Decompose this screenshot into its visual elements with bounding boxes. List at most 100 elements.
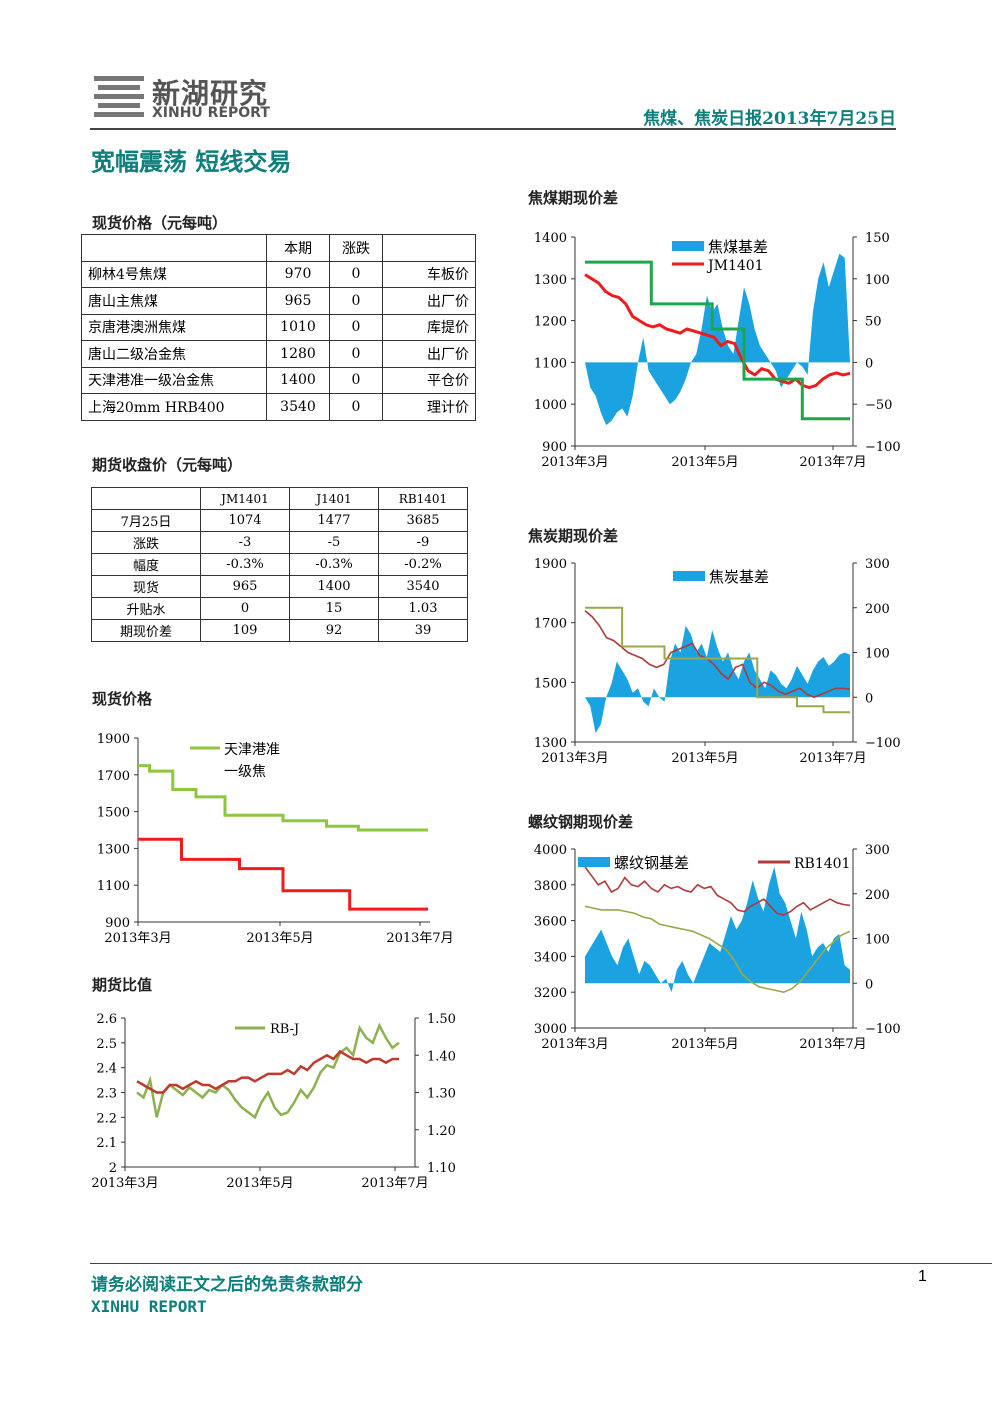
y-tick-label: 2.4 bbox=[96, 1062, 117, 1077]
x-tick-label: 2013年7月 bbox=[799, 455, 866, 470]
futures-ratio-section-title: 期货比值 bbox=[92, 976, 153, 994]
y-tick-label: 2.6 bbox=[96, 1012, 117, 1027]
y-tick-label: 2 bbox=[109, 1161, 117, 1176]
y-tick-label: 150 bbox=[865, 231, 890, 246]
table-row: 上海20mm HRB400 3540 0 理计价 bbox=[81, 393, 476, 421]
y-tick-label: 3600 bbox=[534, 915, 567, 930]
y-tick-label: 1300 bbox=[97, 842, 130, 857]
x-tick-label: 2013年3月 bbox=[541, 1037, 608, 1052]
series-line-1 bbox=[136, 1049, 399, 1094]
basis-area bbox=[585, 625, 850, 734]
series-line-2 bbox=[584, 905, 851, 994]
y-tick-label: 900 bbox=[105, 916, 130, 931]
series-line-2 bbox=[585, 606, 850, 714]
series-line-0 bbox=[136, 1022, 400, 1120]
footer-divider bbox=[90, 1263, 992, 1264]
legend-swatch bbox=[672, 241, 704, 251]
y-tick-label: 3000 bbox=[534, 1022, 567, 1037]
x-tick-label: 2013年5月 bbox=[671, 1037, 738, 1052]
j-basis-section-title: 焦炭期现价差 bbox=[528, 527, 619, 545]
y-tick-label: 1900 bbox=[534, 557, 567, 572]
series-line-1 bbox=[584, 866, 851, 917]
y-tick-label: 2.1 bbox=[96, 1136, 117, 1151]
legend-label: 一级焦 bbox=[224, 764, 266, 780]
y-tick-label: −50 bbox=[865, 398, 892, 413]
y-tick-label: 1200 bbox=[534, 315, 567, 330]
y-tick-label: 0 bbox=[865, 356, 873, 371]
y-tick-label: 1.50 bbox=[427, 1012, 456, 1027]
spot-price-table: 本期 涨跌 柳林4号焦煤 970 0 车板价 唐山主焦煤 965 0 出厂价 京唐港澳洲焦煤… bbox=[81, 234, 476, 421]
futures-ratio-chart: 2.62.52.42.32.22.121.501.401.301.201.102… bbox=[91, 1012, 456, 1191]
table-row: 期现价差 109 92 39 bbox=[91, 619, 468, 642]
table-row: 唐山主焦煤 965 0 出厂价 bbox=[81, 287, 476, 315]
y-tick-label: 300 bbox=[865, 557, 890, 572]
futures-table-title: 期货收盘价（元每吨） bbox=[92, 456, 243, 474]
table-row: 京唐港澳洲焦煤 1010 0 库提价 bbox=[81, 313, 476, 341]
y-tick-label: 200 bbox=[865, 888, 890, 903]
x-tick-label: 2013年7月 bbox=[386, 931, 453, 946]
legend-label: 焦煤基差 bbox=[708, 238, 768, 256]
y-tick-label: 0 bbox=[865, 691, 873, 706]
y-tick-label: 1.10 bbox=[427, 1161, 456, 1176]
y-tick-label: 2.3 bbox=[96, 1087, 117, 1102]
x-tick-label: 2013年5月 bbox=[671, 455, 738, 470]
j-basis-chart: 1900 1700 1500 1300 300 200 100 0 −100 2013年3月 201… bbox=[534, 557, 901, 766]
y-tick-label: 1300 bbox=[534, 736, 567, 751]
legend-label: 螺纹钢基差 bbox=[614, 854, 689, 872]
y-tick-label: 100 bbox=[865, 273, 890, 288]
table-row: 幅度 -0.3% -0.3% -0.2% bbox=[91, 553, 468, 576]
table-row: 涨跌 -3 -5 -9 bbox=[91, 531, 468, 554]
table-row: 唐山二级冶金焦 1280 0 出厂价 bbox=[81, 340, 476, 368]
footer-brand: XINHU REPORT bbox=[91, 1297, 207, 1316]
page-number: 1 bbox=[918, 1268, 927, 1285]
x-tick-label: 2013年7月 bbox=[361, 1176, 428, 1191]
y-tick-label: 1.30 bbox=[427, 1087, 456, 1102]
logo-en: XINHU REPORT bbox=[152, 105, 270, 121]
y-tick-label: 1700 bbox=[534, 617, 567, 632]
y-tick-label: 50 bbox=[865, 315, 882, 330]
series-line-2 bbox=[585, 260, 850, 421]
y-tick-label: 1700 bbox=[97, 769, 130, 784]
y-tick-label: 3800 bbox=[534, 879, 567, 894]
legend-label: 天津港准 bbox=[224, 742, 280, 758]
table-row: 天津港准一级冶金焦 1400 0 平仓价 bbox=[81, 366, 476, 394]
y-tick-label: 300 bbox=[865, 843, 890, 858]
y-tick-label: −100 bbox=[865, 1022, 901, 1037]
x-tick-label: 2013年7月 bbox=[799, 1037, 866, 1052]
legend-label: RB-J bbox=[270, 1022, 299, 1037]
rb-basis-section-title: 螺纹钢期现价差 bbox=[528, 813, 634, 831]
headline: 宽幅震荡 短线交易 bbox=[91, 147, 292, 176]
y-tick-label: 200 bbox=[865, 602, 890, 617]
footer-disclaimer: 请务必阅读正文之后的免责条款部分 bbox=[91, 1275, 363, 1295]
series-line-1 bbox=[138, 837, 428, 911]
spot-table-title: 现货价格（元每吨） bbox=[92, 214, 228, 232]
x-tick-label: 2013年3月 bbox=[104, 931, 171, 946]
legend-label: 焦炭基差 bbox=[709, 568, 769, 586]
y-tick-label: 1400 bbox=[534, 231, 567, 246]
logo: 新湖研究 XINHU REPORT bbox=[92, 72, 292, 126]
x-tick-label: 2013年5月 bbox=[671, 751, 738, 766]
y-tick-label: −100 bbox=[865, 736, 901, 751]
series-line-0 bbox=[138, 764, 428, 832]
x-tick-label: 2013年5月 bbox=[226, 1176, 293, 1191]
rb-basis-chart: 4000380036003400320030003002001000−10020… bbox=[534, 843, 901, 1052]
jm-basis-section-title: 焦煤期现价差 bbox=[528, 189, 619, 207]
table-row: 升贴水 0 15 1.03 bbox=[91, 597, 468, 620]
report-title: 焦煤、焦炭日报2013年7月25日 bbox=[643, 109, 896, 129]
table-row: 现货 965 1400 3540 bbox=[91, 575, 468, 598]
y-tick-label: 2.2 bbox=[96, 1111, 117, 1126]
y-tick-label: 1000 bbox=[534, 398, 567, 413]
y-tick-label: 1900 bbox=[97, 732, 130, 747]
table-header-row: JM1401 J1401 RB1401 bbox=[91, 487, 468, 510]
y-tick-label: 1500 bbox=[97, 806, 130, 821]
y-tick-label: −100 bbox=[865, 440, 901, 455]
x-tick-label: 2013年3月 bbox=[541, 751, 608, 766]
table-row: 7月25日 1074 1477 3685 bbox=[91, 509, 468, 532]
y-tick-label: 1500 bbox=[534, 676, 567, 691]
legend-swatch bbox=[578, 857, 610, 867]
y-tick-label: 1.40 bbox=[427, 1049, 456, 1064]
y-tick-label: 1300 bbox=[534, 273, 567, 288]
spot-price-section-title: 现货价格 bbox=[92, 690, 153, 708]
y-tick-label: 3200 bbox=[534, 986, 567, 1001]
